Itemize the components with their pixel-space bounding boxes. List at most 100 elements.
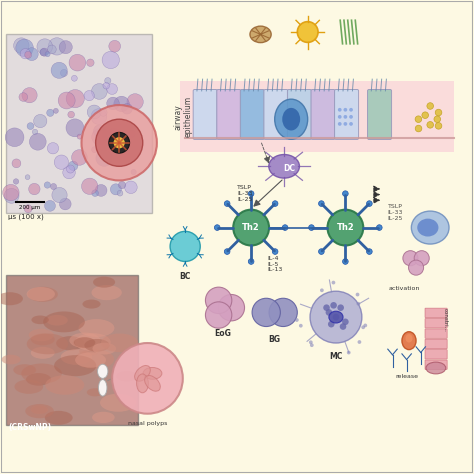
Text: BC: BC (180, 273, 191, 282)
Circle shape (131, 169, 136, 174)
Text: IL-4
IL-5
IL-13: IL-4 IL-5 IL-13 (268, 256, 283, 273)
Text: (CRSwNP): (CRSwNP) (9, 423, 52, 432)
Text: activation: activation (389, 286, 420, 292)
Circle shape (205, 287, 232, 313)
Circle shape (99, 130, 109, 140)
FancyBboxPatch shape (6, 35, 152, 213)
Ellipse shape (417, 219, 438, 237)
Circle shape (127, 94, 143, 110)
FancyBboxPatch shape (425, 360, 447, 369)
Circle shape (109, 132, 129, 153)
Circle shape (96, 150, 112, 166)
Text: TSLP
IL-33
IL-25: TSLP IL-33 IL-25 (388, 204, 403, 220)
Ellipse shape (250, 26, 271, 43)
Circle shape (102, 130, 111, 139)
Circle shape (19, 93, 27, 101)
Circle shape (224, 201, 230, 206)
Circle shape (344, 122, 347, 126)
Ellipse shape (27, 287, 55, 301)
Circle shape (72, 75, 77, 81)
Ellipse shape (26, 373, 51, 386)
Circle shape (434, 116, 440, 122)
Circle shape (356, 292, 359, 296)
Circle shape (107, 97, 119, 109)
Circle shape (340, 323, 346, 330)
Ellipse shape (75, 349, 114, 369)
Circle shape (40, 49, 47, 56)
Text: nasal polyps: nasal polyps (128, 421, 167, 426)
Circle shape (323, 304, 330, 311)
Circle shape (47, 45, 56, 54)
Circle shape (25, 48, 38, 61)
Circle shape (51, 62, 67, 78)
Circle shape (349, 108, 353, 112)
FancyBboxPatch shape (335, 90, 358, 139)
Text: μs (100 x): μs (100 x) (9, 213, 44, 220)
FancyBboxPatch shape (287, 90, 311, 139)
Ellipse shape (54, 355, 96, 376)
Circle shape (96, 119, 143, 166)
Circle shape (28, 183, 40, 195)
Ellipse shape (1, 355, 21, 365)
Ellipse shape (43, 311, 85, 332)
FancyBboxPatch shape (181, 82, 454, 152)
Circle shape (106, 128, 123, 145)
Circle shape (68, 111, 74, 118)
Circle shape (310, 343, 314, 347)
Circle shape (299, 324, 303, 328)
Circle shape (295, 318, 299, 322)
Circle shape (414, 251, 429, 266)
Ellipse shape (87, 388, 103, 396)
Circle shape (218, 294, 245, 321)
Circle shape (282, 225, 288, 230)
Text: release: release (395, 374, 418, 379)
Circle shape (91, 109, 107, 125)
Circle shape (92, 128, 108, 145)
Ellipse shape (46, 315, 68, 326)
Circle shape (364, 324, 367, 328)
Ellipse shape (99, 380, 107, 396)
Ellipse shape (27, 334, 68, 354)
Circle shape (34, 114, 47, 128)
Circle shape (435, 109, 442, 116)
Ellipse shape (402, 332, 416, 350)
Circle shape (122, 103, 132, 114)
Circle shape (54, 155, 69, 169)
Text: Th2: Th2 (337, 223, 354, 232)
Circle shape (52, 187, 67, 203)
Circle shape (66, 119, 84, 137)
Circle shape (128, 130, 136, 137)
Circle shape (102, 51, 119, 69)
Ellipse shape (100, 393, 137, 412)
Circle shape (45, 201, 55, 211)
Ellipse shape (101, 334, 138, 352)
Circle shape (77, 134, 82, 139)
FancyBboxPatch shape (425, 339, 447, 349)
Ellipse shape (45, 375, 84, 395)
Circle shape (95, 184, 107, 196)
Circle shape (44, 182, 51, 188)
Text: 200 μm: 200 μm (19, 205, 40, 210)
Ellipse shape (31, 405, 48, 414)
Ellipse shape (275, 99, 308, 139)
Text: constri...: constri... (443, 308, 448, 331)
Circle shape (366, 249, 372, 255)
Circle shape (66, 90, 84, 108)
Ellipse shape (27, 287, 58, 302)
Circle shape (68, 161, 78, 171)
Circle shape (269, 298, 297, 327)
Circle shape (328, 321, 335, 328)
Circle shape (233, 210, 269, 246)
FancyBboxPatch shape (264, 90, 288, 139)
Ellipse shape (13, 364, 36, 375)
Circle shape (272, 201, 278, 206)
Circle shape (24, 205, 32, 213)
Circle shape (54, 109, 58, 113)
Circle shape (248, 191, 254, 197)
Circle shape (84, 91, 94, 101)
Circle shape (110, 184, 121, 195)
Circle shape (361, 325, 365, 329)
Ellipse shape (14, 380, 43, 394)
Circle shape (214, 225, 220, 230)
Ellipse shape (31, 333, 55, 346)
